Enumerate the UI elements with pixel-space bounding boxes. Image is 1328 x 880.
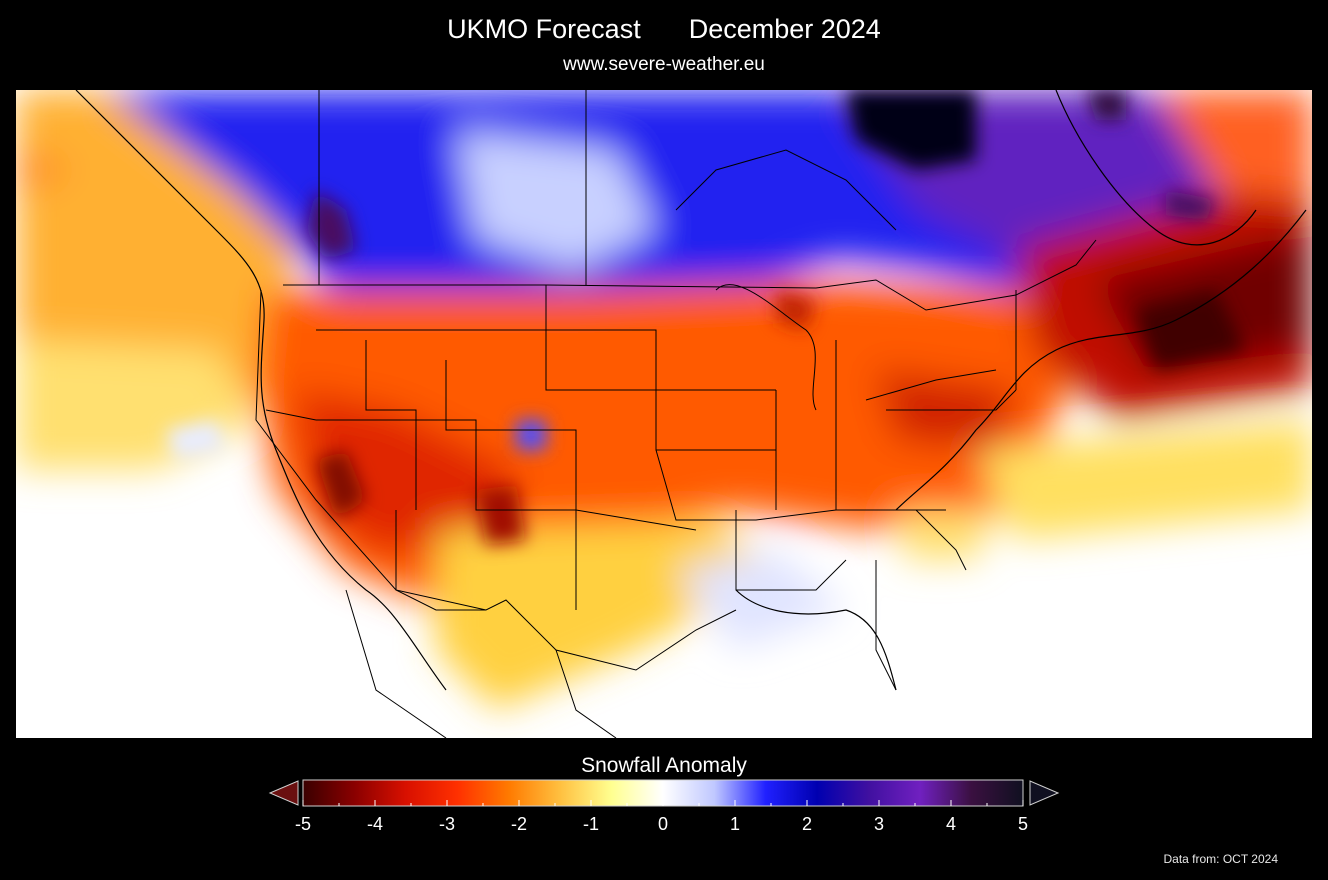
legend-title: Snowfall Anomaly [581, 754, 747, 777]
colorbar-tick-label: 4 [945, 814, 957, 834]
title-text: UKMO Forecast [447, 14, 641, 44]
map-title: UKMO Forecast December 2024 [0, 14, 1328, 45]
colorbar-tick-label: -2 [510, 814, 528, 834]
colorbar-tick-label: 1 [729, 814, 741, 834]
colorbar-tick-label: -3 [438, 814, 456, 834]
colorbar-tick-label: 0 [657, 814, 669, 834]
colorbar-tick-label: 3 [873, 814, 885, 834]
anomaly-map [16, 90, 1312, 738]
data-source: Data from: OCT 2024 [1163, 852, 1279, 866]
colorbar-tick-label: -5 [294, 814, 312, 834]
period-text: December 2024 [688, 14, 881, 44]
state-borders [255, 90, 1097, 738]
coastlines [75, 90, 1307, 691]
min-extend-arrow [268, 780, 299, 806]
colorbar-tick-label: 2 [801, 814, 813, 834]
anomaly-detail [166, 90, 1246, 545]
colorbar-tick-label: 5 [1017, 814, 1029, 834]
max-extend-arrow [1029, 780, 1060, 806]
colorbar-tick-label: -1 [582, 814, 600, 834]
colorbar-tick-labels: -5 -4 -3 -2 -1 0 1 2 3 4 5 [0, 814, 1328, 838]
colorbar-tick-label: -4 [366, 814, 384, 834]
colorbar-ticks [302, 800, 1024, 806]
anomaly-field [16, 90, 1312, 710]
website-url: www.severe-weather.eu [563, 54, 765, 75]
colorbar [266, 778, 1062, 808]
